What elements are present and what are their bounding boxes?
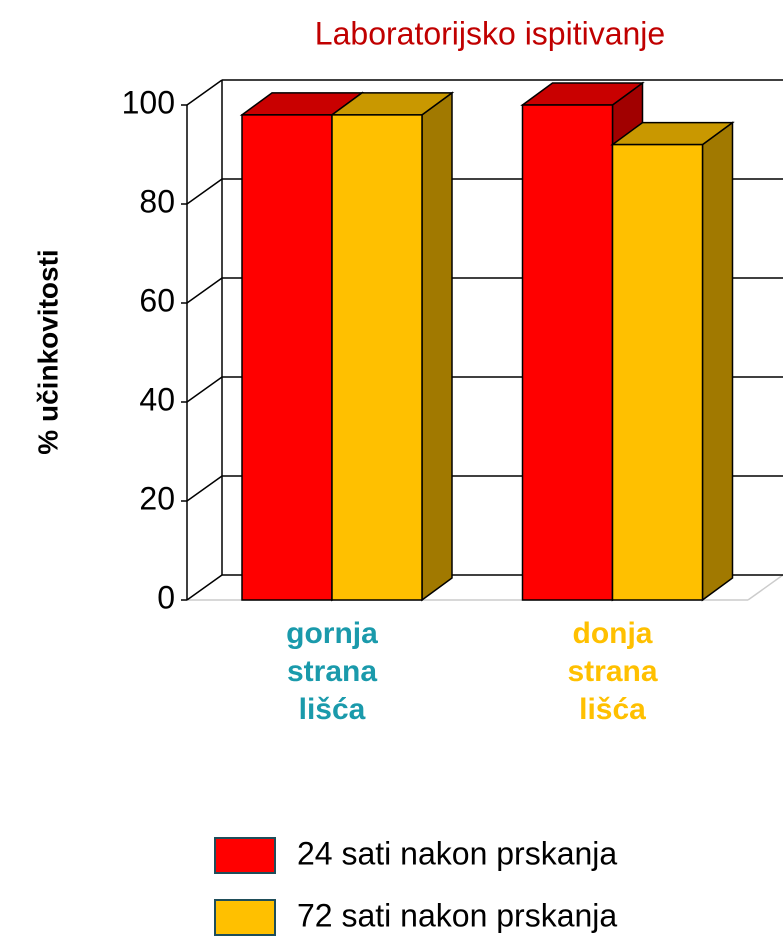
grid-line	[186, 277, 223, 304]
floor-edge	[747, 574, 783, 601]
chart-title: Laboratorijsko ispitivanje	[315, 15, 665, 51]
y-tick-label: 100	[122, 84, 175, 120]
bar	[611, 143, 704, 601]
legend-swatch	[214, 899, 276, 936]
legend-label: 24 sati nakon prskanja	[297, 835, 617, 871]
bar	[331, 114, 423, 601]
y-tick-label: 60	[139, 282, 175, 318]
grid-line	[186, 376, 223, 403]
bar	[241, 114, 333, 601]
grid-line	[186, 475, 223, 502]
y-tick-label: 40	[139, 381, 175, 417]
x-tick-label: gornja strana lišća	[286, 617, 378, 726]
grid-line	[186, 79, 223, 106]
grid-line	[186, 178, 223, 205]
bar	[521, 104, 614, 601]
bar-side	[701, 121, 734, 602]
x-tick-label: donja strana lišća	[567, 617, 658, 726]
y-tick-label: 0	[157, 579, 175, 615]
y-tick-label: 80	[139, 183, 175, 219]
bar-side	[421, 91, 453, 602]
legend-swatch	[214, 837, 276, 874]
y-tick-label: 20	[139, 480, 175, 516]
y-axis-label: % učinkovitosti	[32, 249, 63, 454]
legend-label: 72 sati nakon prskanja	[297, 897, 617, 933]
grid-line	[186, 574, 223, 601]
